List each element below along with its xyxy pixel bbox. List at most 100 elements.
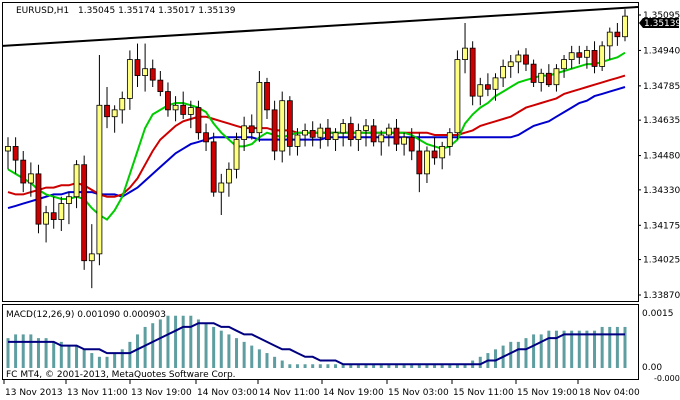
bear-candle-body — [530, 63, 537, 83]
candle — [332, 128, 339, 151]
candle — [88, 224, 95, 289]
candle — [553, 64, 560, 92]
bull-candle-body — [553, 68, 560, 86]
candle — [27, 162, 34, 197]
candle — [73, 160, 80, 209]
macd-histogram-bar — [189, 315, 193, 368]
candle — [20, 151, 27, 193]
bull-candle-body — [187, 107, 194, 115]
bull-candle-body — [294, 134, 301, 147]
bear-candle-body — [104, 104, 110, 118]
macd-histogram-bar — [334, 364, 338, 368]
candle — [233, 132, 240, 179]
candle — [500, 59, 507, 87]
bull-candle-body — [172, 104, 179, 111]
bull-candle-body — [515, 54, 522, 63]
macd-histogram-bar — [463, 364, 467, 368]
macd-histogram-bar — [387, 364, 391, 368]
price-tick-label: 1.34785 — [643, 82, 680, 92]
bear-candle-body — [484, 84, 491, 90]
macd-histogram-bar — [6, 338, 10, 368]
macd-histogram-bar — [379, 364, 383, 368]
macd-histogram-bar — [417, 364, 421, 368]
macd-histogram-bar — [402, 364, 406, 368]
bull-candle-body — [538, 72, 545, 83]
macd-histogram-bar — [349, 364, 353, 368]
macd-histogram-bar — [524, 338, 528, 368]
macd-histogram-bar — [615, 326, 619, 368]
candle — [530, 59, 537, 87]
macd-histogram-bar — [158, 319, 162, 368]
macd-histogram-bar — [212, 326, 216, 368]
candle — [104, 87, 110, 129]
candle — [165, 82, 171, 117]
bull-candle-body — [622, 15, 628, 38]
candle — [43, 205, 49, 243]
macd-histogram-bar — [433, 364, 437, 368]
candle — [149, 59, 156, 87]
bear-candle-body — [165, 91, 171, 111]
macd-histogram-bar — [135, 334, 139, 368]
candle — [545, 64, 552, 87]
bull-candle-body — [568, 52, 575, 60]
bull-candle-body — [218, 182, 225, 193]
macd-histogram-bar — [516, 341, 520, 368]
macd-histogram-bar — [250, 345, 254, 368]
symbol-label: EURUSD,H1 — [16, 6, 69, 16]
bull-candle-body — [507, 61, 514, 67]
bull-candle-body — [385, 127, 392, 136]
bull-candle-body — [462, 47, 468, 60]
macd-histogram-bar — [273, 356, 277, 368]
bear-candle-body — [370, 125, 377, 143]
macd-histogram-bar — [570, 330, 574, 368]
candle — [187, 100, 194, 129]
macd-histogram-bar — [554, 330, 558, 368]
bull-candle-body — [58, 203, 65, 220]
macd-histogram-bar — [75, 345, 79, 368]
time-tick-label: 15 Nov 03:00 — [388, 388, 449, 398]
candles-layer — [5, 9, 628, 289]
trendline-layer[interactable] — [2, 6, 639, 47]
bear-candle-body — [203, 132, 209, 143]
time-tick-label: 13 Nov 11:00 — [67, 388, 128, 398]
macd-histogram-bar — [235, 338, 239, 368]
ma-fast-line — [7, 51, 626, 221]
bull-candle-body — [73, 164, 80, 198]
time-axis: 13 Nov 2013 13 Nov 11:00 13 Nov 19:00 14 No… — [3, 380, 640, 398]
bear-candle-body — [248, 125, 255, 134]
candle — [157, 71, 164, 97]
candle — [35, 164, 42, 234]
candle — [591, 41, 598, 74]
bear-candle-body — [416, 150, 423, 175]
macd-histogram-bar — [303, 364, 307, 368]
price-tick-label: 1.35095 — [643, 11, 680, 21]
bull-candle-body — [561, 59, 567, 70]
candle — [142, 43, 149, 92]
price-panel-frame — [2, 2, 639, 302]
bear-candle-body — [264, 82, 270, 111]
bull-candle-body — [355, 130, 362, 140]
candle — [241, 116, 248, 151]
candle — [454, 50, 461, 140]
candle — [561, 55, 567, 78]
bull-candle-body — [88, 253, 95, 262]
bear-candle-body — [271, 109, 278, 152]
macd-histogram-bar — [227, 334, 231, 368]
bull-candle-body — [500, 66, 507, 79]
bear-candle-body — [614, 31, 621, 38]
time-tick-label: 18 Nov 04:00 — [579, 388, 640, 398]
bull-candle-body — [5, 146, 11, 152]
bull-candle-body — [492, 77, 499, 90]
macd-histogram-bar — [265, 353, 269, 368]
time-tick-label: 13 Nov 2013 — [5, 388, 63, 398]
macd-histogram-bar — [539, 334, 543, 368]
candle — [355, 123, 362, 151]
bear-candle-body — [591, 50, 598, 67]
macd-histogram-bar — [36, 338, 40, 368]
time-tick-label: 15 Nov 11:00 — [453, 388, 514, 398]
macd-histogram-bar — [196, 319, 200, 368]
resistance-trendline[interactable] — [2, 6, 639, 47]
macd-histogram-bar — [82, 349, 86, 368]
